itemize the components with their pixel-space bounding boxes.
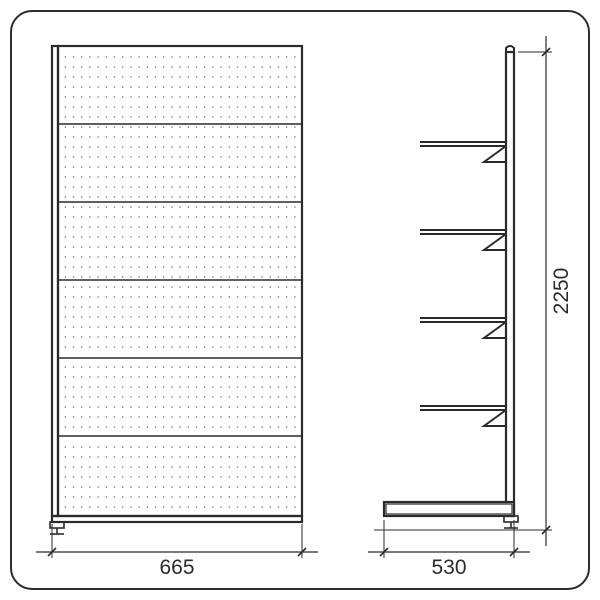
dim-label-height: 2250 bbox=[550, 268, 573, 315]
side-elevation: 530 2250 bbox=[368, 36, 573, 579]
pegboard-panels bbox=[58, 48, 302, 512]
dim-height-2250: 2250 bbox=[518, 36, 573, 546]
dim-label-depth: 530 bbox=[431, 556, 466, 579]
dim-depth-530: 530 bbox=[368, 520, 530, 579]
dim-width-665: 665 bbox=[36, 524, 318, 579]
front-elevation: 665 bbox=[36, 46, 318, 579]
dimension-drawing: 665 bbox=[12, 12, 588, 588]
dim-label-width: 665 bbox=[159, 556, 194, 579]
side-base bbox=[374, 502, 526, 530]
drawing-frame: 665 bbox=[10, 10, 590, 590]
side-shelves bbox=[420, 142, 506, 426]
